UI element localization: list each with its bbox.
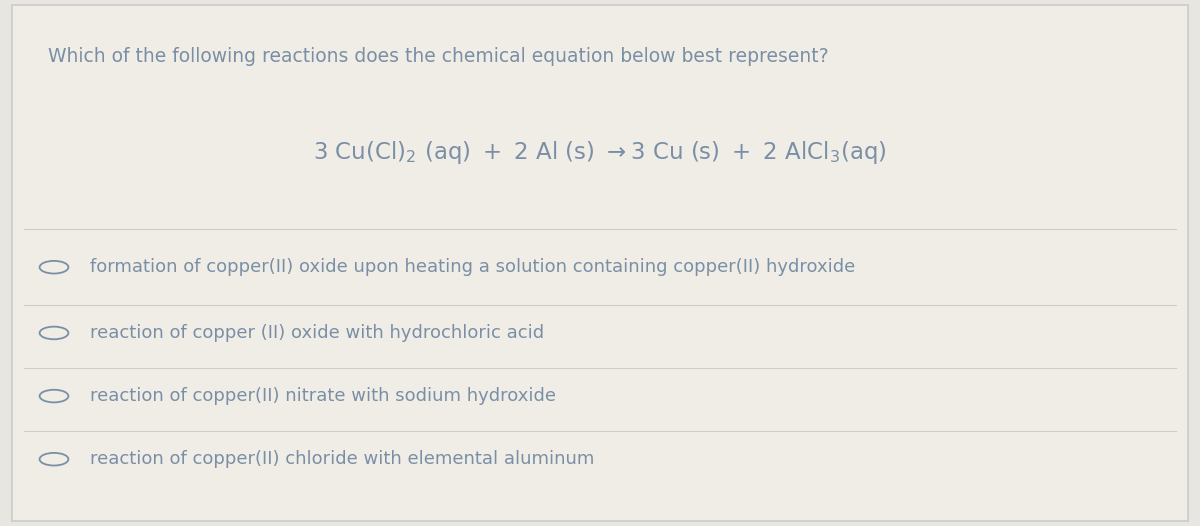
Text: reaction of copper(II) nitrate with sodium hydroxide: reaction of copper(II) nitrate with sodi…	[90, 387, 556, 405]
Text: reaction of copper(II) chloride with elemental aluminum: reaction of copper(II) chloride with ele…	[90, 450, 594, 468]
Text: $\mathregular{3\ Cu(Cl)_2\ (aq)\ +\ 2\ Al\ (s)\ \rightarrow 3\ Cu\ (s)\ +\ 2\ Al: $\mathregular{3\ Cu(Cl)_2\ (aq)\ +\ 2\ A…	[313, 139, 887, 166]
FancyBboxPatch shape	[12, 5, 1188, 521]
Text: reaction of copper (II) oxide with hydrochloric acid: reaction of copper (II) oxide with hydro…	[90, 324, 544, 342]
Text: formation of copper(II) oxide upon heating a solution containing copper(II) hydr: formation of copper(II) oxide upon heati…	[90, 258, 856, 276]
Text: Which of the following reactions does the chemical equation below best represent: Which of the following reactions does th…	[48, 47, 829, 66]
